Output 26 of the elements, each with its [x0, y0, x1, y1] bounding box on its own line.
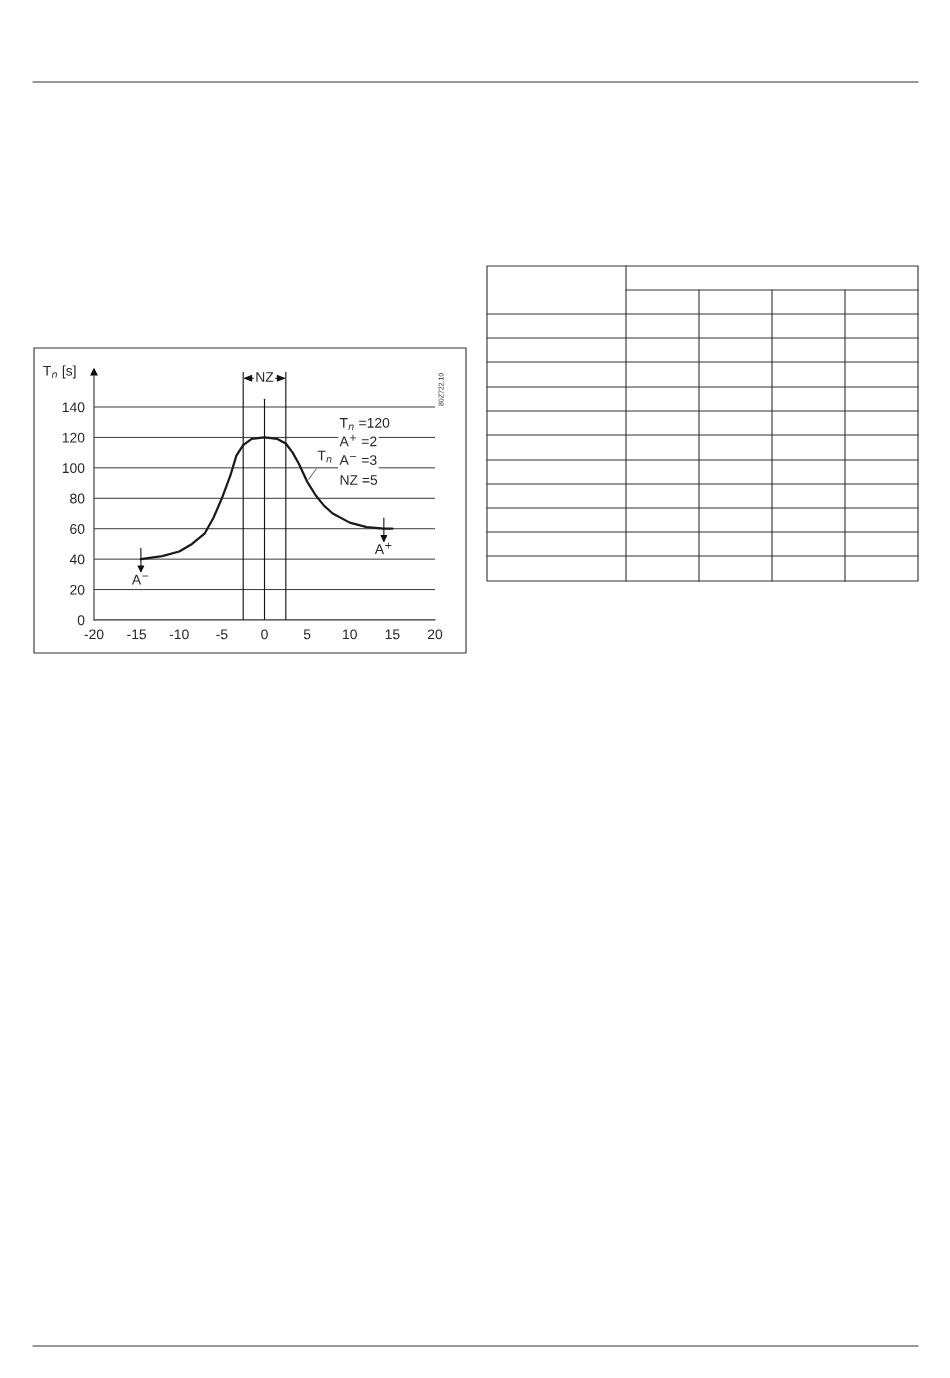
x-tick-label: 10 — [343, 629, 357, 640]
x-tick-label: 5 — [303, 629, 311, 640]
x-tick-label: -5 — [216, 629, 228, 640]
annotation: A$^{−}$ — [131, 574, 149, 585]
y-axis-title: T$_{n}$ [s] — [43, 365, 76, 379]
annotation: A$^{−}$ =3 — [339, 455, 377, 465]
x-tick-label: 0 — [261, 629, 268, 640]
y-tick-label: 120 — [62, 432, 85, 443]
annotation: NZ =5 — [340, 475, 378, 485]
annotation: T$_{n}$ =120 — [339, 417, 390, 430]
series-label: T$_{n}$ — [317, 450, 332, 463]
y-tick-label: 20 — [70, 584, 85, 595]
x-tick-label: -20 — [84, 629, 104, 640]
y-tick-label: 60 — [70, 524, 85, 534]
x-tick-label: -10 — [169, 629, 189, 640]
y-tick-label: 80 — [70, 493, 85, 504]
x-tick-label: 15 — [385, 629, 400, 640]
annotation: A$^{+}$ — [374, 542, 392, 554]
x-tick-label: 20 — [427, 629, 443, 640]
y-tick-label: 40 — [69, 554, 85, 565]
annotation: NZ — [256, 372, 274, 382]
x-tick-label: -15 — [127, 629, 147, 640]
annotation: A$^{+}$ =2 — [339, 434, 377, 447]
y-tick-label: 100 — [62, 463, 85, 474]
y-tick-label: 140 — [62, 402, 85, 413]
y-tick-label: 0 — [77, 615, 85, 626]
